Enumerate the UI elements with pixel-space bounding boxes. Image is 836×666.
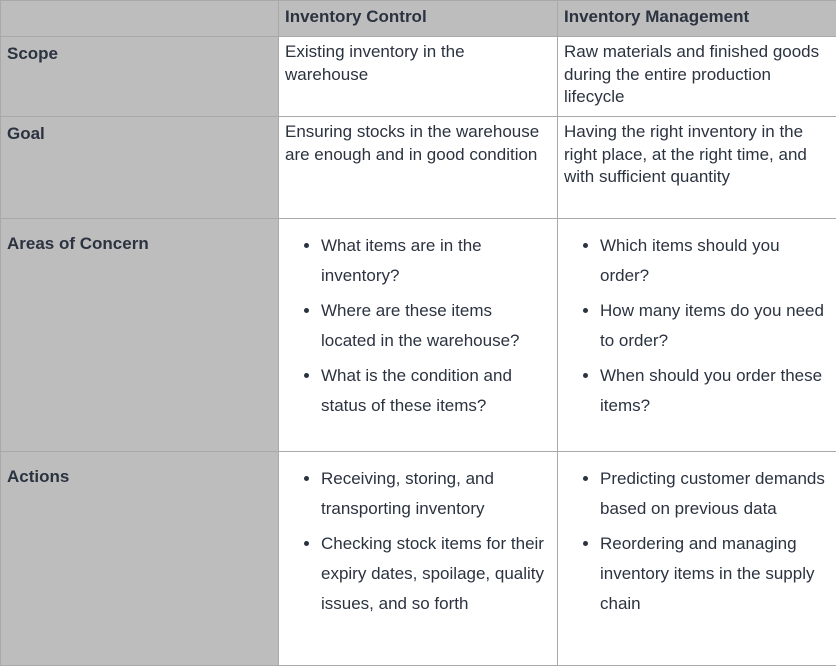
table-row: Goal Ensuring stocks in the warehouse ar… <box>1 117 836 219</box>
row-label-areas-of-concern: Areas of Concern <box>1 219 279 452</box>
row-label-scope: Scope <box>1 37 279 117</box>
row-label-goal: Goal <box>1 117 279 219</box>
header-row: Inventory Control Inventory Management <box>1 1 836 37</box>
concern-management: Which items should you order? How many i… <box>558 219 836 452</box>
list-item: What is the condition and status of thes… <box>321 361 551 421</box>
row-label-actions: Actions <box>1 452 279 666</box>
actions-control: Receiving, storing, and transporting inv… <box>279 452 558 666</box>
list-item: When should you order these items? <box>600 361 831 421</box>
scope-control: Existing inventory in the warehouse <box>279 37 558 117</box>
header-empty <box>1 1 279 37</box>
table-row: Areas of Concern What items are in the i… <box>1 219 836 452</box>
table-row: Actions Receiving, storing, and transpor… <box>1 452 836 666</box>
scope-management: Raw materials and finished goods during … <box>558 37 836 117</box>
actions-management: Predicting customer demands based on pre… <box>558 452 836 666</box>
concern-control: What items are in the inventory? Where a… <box>279 219 558 452</box>
list-item: Where are these items located in the war… <box>321 296 551 356</box>
list-item: Receiving, storing, and transporting inv… <box>321 464 551 524</box>
list-item: Checking stock items for their expiry da… <box>321 529 551 619</box>
list-item: How many items do you need to order? <box>600 296 831 356</box>
header-inventory-control: Inventory Control <box>279 1 558 37</box>
list-item: What items are in the inventory? <box>321 231 551 291</box>
list-item: Predicting customer demands based on pre… <box>600 464 831 524</box>
list-item: Which items should you order? <box>600 231 831 291</box>
list-item: Reordering and managing inventory items … <box>600 529 831 619</box>
header-inventory-management: Inventory Management <box>558 1 836 37</box>
goal-control: Ensuring stocks in the warehouse are eno… <box>279 117 558 219</box>
goal-management: Having the right inventory in the right … <box>558 117 836 219</box>
table-row: Scope Existing inventory in the warehous… <box>1 37 836 117</box>
